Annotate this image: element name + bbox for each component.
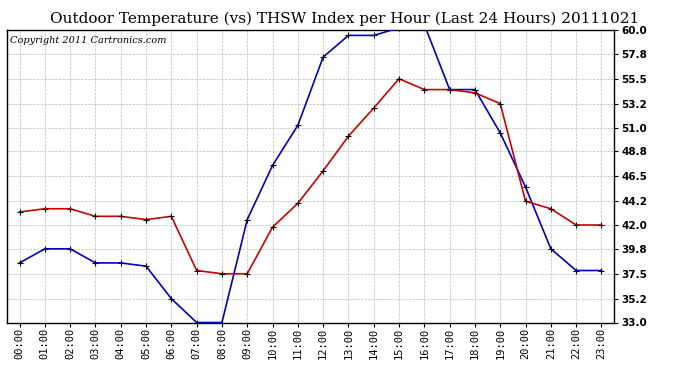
Text: Outdoor Temperature (vs) THSW Index per Hour (Last 24 Hours) 20111021: Outdoor Temperature (vs) THSW Index per … xyxy=(50,11,640,26)
Text: Copyright 2011 Cartronics.com: Copyright 2011 Cartronics.com xyxy=(10,36,166,45)
